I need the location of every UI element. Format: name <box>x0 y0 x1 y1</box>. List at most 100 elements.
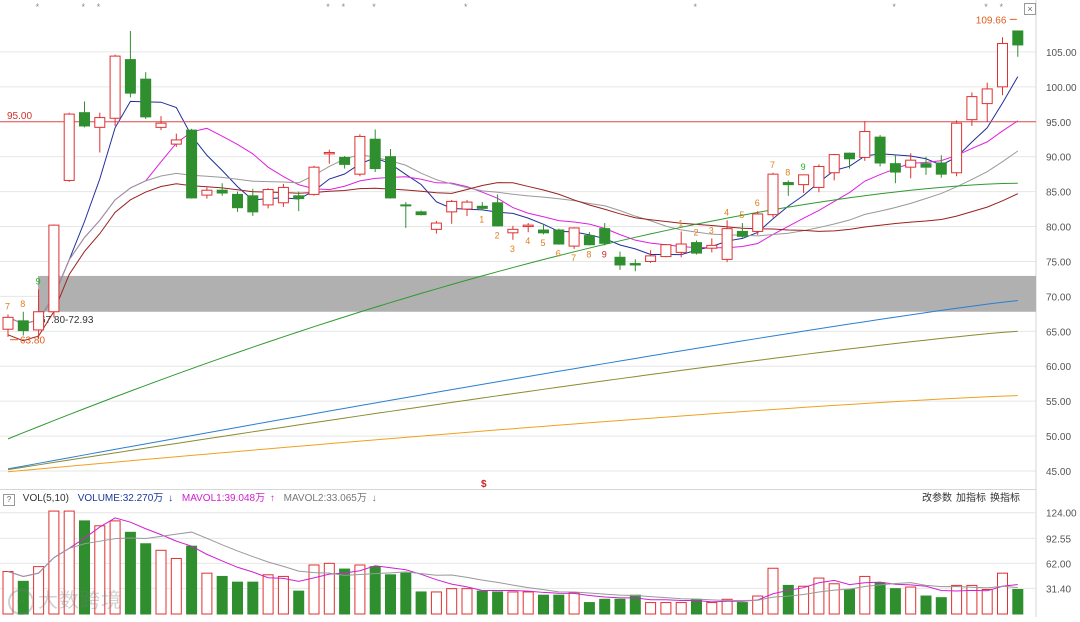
candle-body <box>583 235 595 246</box>
volume-bar <box>675 602 687 615</box>
volume-bar <box>522 591 534 615</box>
candle-body <box>476 205 488 209</box>
candle-body <box>247 195 259 213</box>
change-params-button[interactable]: 改参数 <box>922 493 952 504</box>
watermark-text: 大数跨境 <box>38 590 122 612</box>
sequence-count-label: 7 <box>571 253 576 263</box>
volume-bar <box>492 591 504 615</box>
price-tick-label: 65.00 <box>1046 327 1071 338</box>
candle-body <box>446 200 458 213</box>
price-tick-label: 50.00 <box>1046 432 1071 443</box>
candle-body <box>691 242 702 254</box>
volume-bar <box>216 575 228 615</box>
price-tick-label: 55.00 <box>1046 397 1071 408</box>
volume-bar <box>140 543 152 615</box>
volume-bar <box>369 566 381 615</box>
volume-bar <box>79 520 90 615</box>
sequence-count-label: 9 <box>36 276 41 286</box>
volume-bar <box>813 577 825 615</box>
sequence-count-label: 9 <box>801 162 806 172</box>
hline-95-label: 95.00 <box>7 111 32 122</box>
candle-body <box>859 131 871 158</box>
candle-body <box>675 243 687 253</box>
help-icon[interactable]: ? <box>3 494 15 506</box>
volume-bar <box>935 597 947 615</box>
ma120-line <box>7 300 1018 470</box>
volume-bar <box>691 598 702 615</box>
candle-body <box>2 316 14 330</box>
volume-bar <box>170 557 182 615</box>
long-ma-line <box>7 395 1018 473</box>
candle-body <box>706 244 718 249</box>
volume-bar <box>354 564 366 615</box>
top-event-marker: * <box>36 2 40 12</box>
mavol1-up-arrow-icon: ↑ <box>269 493 275 504</box>
candle-body <box>629 263 641 266</box>
volume-bar <box>828 583 840 615</box>
price-zone-band <box>38 275 1036 312</box>
sequence-count-label: 6 <box>755 198 760 208</box>
volume-bar <box>308 564 320 615</box>
candle-body <box>94 117 106 128</box>
sequence-count-label: 2 <box>495 231 500 241</box>
mavol2-down-arrow-icon: ↓ <box>371 493 377 504</box>
volume-bar <box>63 510 75 615</box>
volume-bar <box>1012 588 1024 615</box>
volume-bar <box>507 591 519 615</box>
mavol1-line <box>7 517 1018 603</box>
watermark-logo-icon: ∞ <box>8 588 34 615</box>
volume-bar <box>400 572 412 615</box>
sequence-count-label: 5 <box>541 238 546 248</box>
volume-bar <box>583 602 595 615</box>
volume-bar <box>966 584 978 615</box>
candle-body <box>400 204 412 207</box>
candle-body <box>109 55 121 119</box>
sequence-count-label: 1 <box>678 218 683 228</box>
candle-body <box>798 174 810 186</box>
candle-body <box>905 159 917 168</box>
candle-body <box>935 162 947 175</box>
candle-body <box>216 189 228 194</box>
candle-body <box>981 88 993 105</box>
price-tick-label: 85.00 <box>1046 188 1071 199</box>
volume-bar <box>844 588 855 615</box>
vol-indicator-name: VOL(5,10) <box>22 493 69 504</box>
add-indicator-button[interactable]: 加指标 <box>956 493 986 504</box>
sequence-count-label: 9 <box>602 249 607 259</box>
volume-bar <box>905 586 917 615</box>
candle-body <box>507 228 519 234</box>
candle-body <box>308 166 320 195</box>
buy-sell-marker: $ <box>481 479 487 490</box>
volume-bar <box>277 575 289 615</box>
sequence-count-label: 8 <box>586 249 591 259</box>
sequence-count-label: 6 <box>556 249 561 259</box>
volume-bar <box>109 520 121 615</box>
volume-bar <box>186 545 198 615</box>
candle-body <box>262 189 274 206</box>
volume-bar <box>385 574 396 615</box>
close-icon[interactable]: × <box>1024 3 1036 15</box>
sequence-count-label: 7 <box>770 160 775 170</box>
candle-body <box>920 163 932 168</box>
sequence-count-label: 3 <box>709 225 714 235</box>
volume-bar <box>339 568 351 615</box>
volume-bar <box>430 591 442 615</box>
candle-body <box>660 244 672 258</box>
volume-bar <box>323 562 335 615</box>
volume-bar <box>874 582 886 615</box>
volume-bar <box>124 531 136 615</box>
candle-body <box>721 228 733 260</box>
sequence-count-label: 2 <box>694 228 699 238</box>
price-tick-label: 60.00 <box>1046 362 1071 373</box>
top-event-marker: * <box>342 2 346 12</box>
candle-body <box>782 182 794 186</box>
candle-body <box>966 96 978 121</box>
volume-bar <box>782 584 794 615</box>
top-event-marker: * <box>464 2 468 12</box>
volume-bar <box>33 566 45 615</box>
mavol1-value: MAVOL1:39.048万 <box>181 493 266 504</box>
volume-bar <box>461 588 473 615</box>
candle-body <box>369 138 381 170</box>
switch-indicator-button[interactable]: 换指标 <box>990 493 1020 504</box>
